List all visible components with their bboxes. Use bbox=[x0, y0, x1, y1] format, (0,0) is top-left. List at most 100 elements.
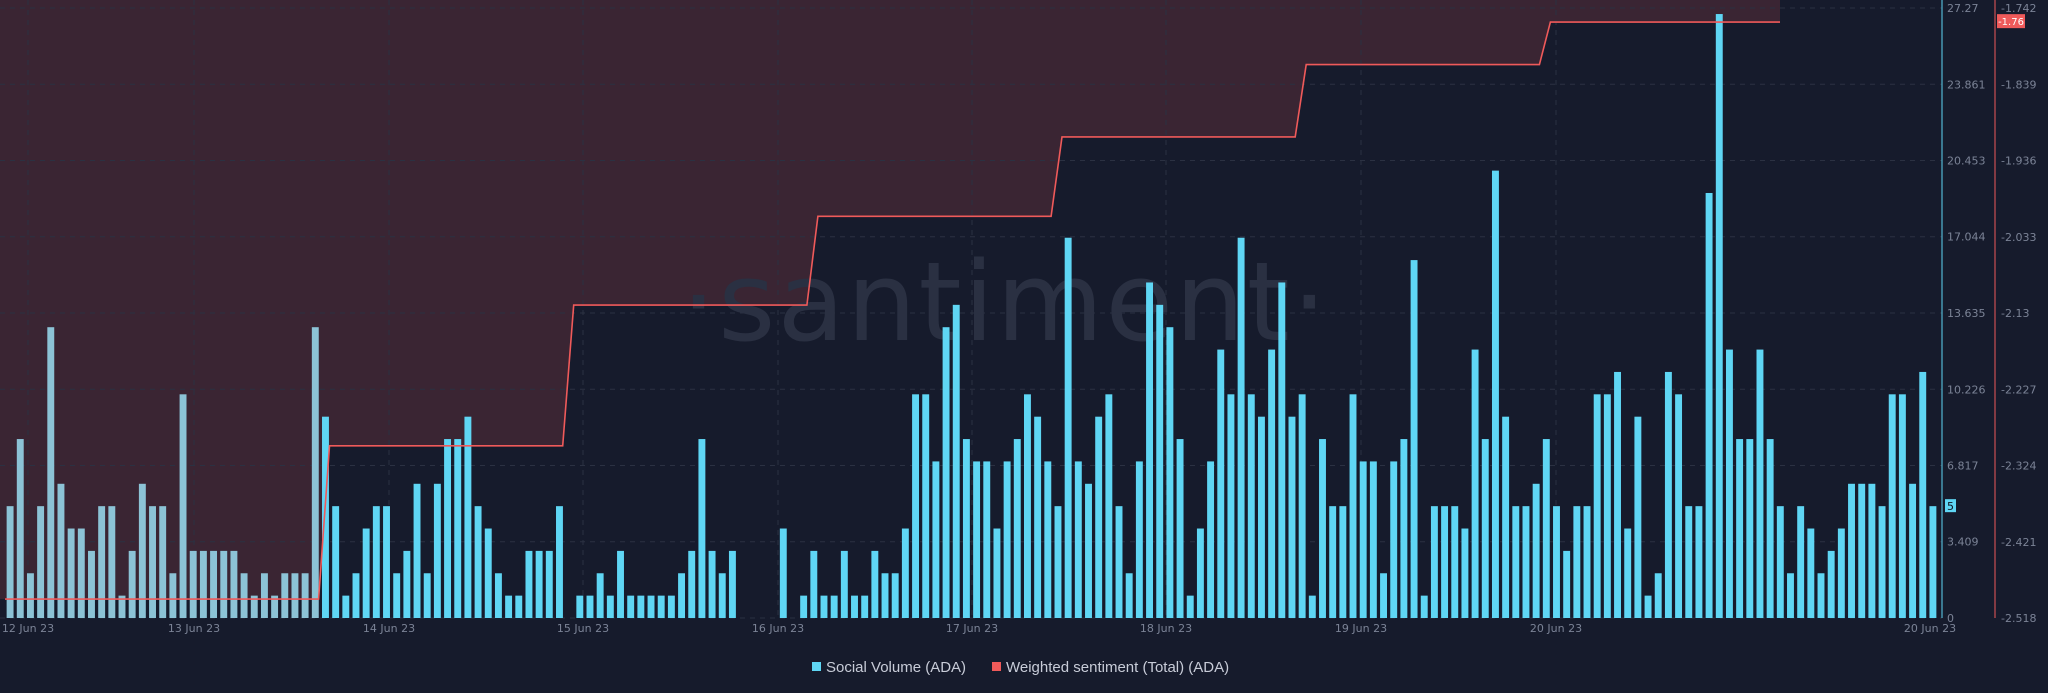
volume-bar[interactable] bbox=[1878, 506, 1886, 618]
volume-bar[interactable] bbox=[728, 550, 736, 618]
volume-bar[interactable] bbox=[1614, 371, 1621, 618]
volume-bar[interactable] bbox=[474, 506, 482, 618]
volume-bar[interactable] bbox=[1146, 282, 1153, 618]
volume-bar[interactable] bbox=[1573, 506, 1581, 618]
volume-bar[interactable] bbox=[271, 595, 279, 618]
volume-bar[interactable] bbox=[525, 550, 533, 618]
volume-bar[interactable] bbox=[393, 573, 401, 618]
volume-bar[interactable] bbox=[128, 550, 136, 618]
volume-bar[interactable] bbox=[1298, 394, 1306, 618]
volume-bar[interactable] bbox=[1725, 349, 1733, 618]
volume-bar[interactable] bbox=[260, 573, 268, 618]
volume-bar[interactable] bbox=[596, 573, 604, 618]
volume-bar[interactable] bbox=[962, 439, 970, 618]
volume-bar[interactable] bbox=[1736, 439, 1744, 618]
volume-bar[interactable] bbox=[1542, 439, 1550, 618]
volume-bar[interactable] bbox=[1176, 439, 1184, 618]
volume-bar[interactable] bbox=[1237, 237, 1245, 619]
volume-bar[interactable] bbox=[657, 595, 665, 618]
volume-bar[interactable] bbox=[606, 595, 614, 618]
volume-bar[interactable] bbox=[1115, 506, 1123, 618]
volume-bar[interactable] bbox=[1278, 282, 1286, 618]
volume-bar[interactable] bbox=[1461, 528, 1469, 618]
volume-bar[interactable] bbox=[1166, 327, 1174, 618]
volume-bar[interactable] bbox=[1827, 550, 1835, 618]
volume-bar[interactable] bbox=[1766, 439, 1774, 618]
volume-bar[interactable] bbox=[1380, 573, 1387, 618]
volume-bar[interactable] bbox=[220, 550, 228, 618]
volume-bar[interactable] bbox=[1583, 506, 1591, 618]
volume-bar[interactable] bbox=[1095, 416, 1103, 618]
volume-bar[interactable] bbox=[291, 573, 299, 618]
volume-bar[interactable] bbox=[637, 595, 645, 618]
volume-bar[interactable] bbox=[1888, 394, 1896, 618]
volume-bar[interactable] bbox=[1410, 260, 1418, 618]
volume-bar[interactable] bbox=[1593, 394, 1601, 618]
volume-bar[interactable] bbox=[1675, 394, 1683, 618]
volume-bar[interactable] bbox=[250, 595, 258, 618]
volume-bar[interactable] bbox=[1044, 461, 1052, 618]
volume-bar[interactable] bbox=[1430, 506, 1438, 618]
volume-bar[interactable] bbox=[494, 573, 502, 618]
volume-bar[interactable] bbox=[1797, 506, 1805, 618]
volume-bar[interactable] bbox=[383, 506, 390, 618]
volume-bar[interactable] bbox=[1217, 349, 1225, 618]
volume-bar[interactable] bbox=[718, 573, 726, 618]
volume-bar[interactable] bbox=[810, 550, 818, 618]
volume-bar[interactable] bbox=[1502, 416, 1510, 618]
volume-bar[interactable] bbox=[667, 595, 675, 618]
volume-bar[interactable] bbox=[1644, 595, 1652, 618]
volume-bar[interactable] bbox=[708, 550, 716, 618]
volume-bar[interactable] bbox=[1756, 349, 1764, 618]
volume-bar[interactable] bbox=[1186, 595, 1194, 618]
volume-bar[interactable] bbox=[444, 439, 452, 618]
volume-bar[interactable] bbox=[210, 550, 218, 618]
volume-bar[interactable] bbox=[1034, 416, 1042, 618]
volume-bar[interactable] bbox=[851, 595, 858, 618]
volume-bar[interactable] bbox=[576, 595, 584, 618]
volume-bar[interactable] bbox=[1603, 394, 1611, 618]
volume-bar[interactable] bbox=[149, 506, 156, 618]
volume-bar[interactable] bbox=[688, 550, 696, 618]
volume-bar[interactable] bbox=[189, 550, 197, 618]
volume-bar[interactable] bbox=[1135, 461, 1143, 618]
volume-bar[interactable] bbox=[1257, 416, 1265, 618]
volume-bar[interactable] bbox=[108, 506, 116, 618]
volume-bar[interactable] bbox=[67, 528, 75, 618]
volume-bar[interactable] bbox=[891, 573, 899, 618]
volume-bar[interactable] bbox=[1664, 371, 1672, 618]
volume-bar[interactable] bbox=[1848, 483, 1855, 618]
volume-bar[interactable] bbox=[423, 573, 431, 618]
volume-bar[interactable] bbox=[1074, 461, 1082, 618]
volume-bar[interactable] bbox=[1156, 304, 1164, 618]
volume-bar[interactable] bbox=[372, 506, 380, 618]
volume-bar[interactable] bbox=[362, 528, 370, 618]
volume-bar[interactable] bbox=[1715, 14, 1723, 619]
volume-bar[interactable] bbox=[199, 550, 207, 618]
volume-bar[interactable] bbox=[1319, 439, 1326, 618]
volume-bar[interactable] bbox=[1563, 550, 1571, 618]
volume-bar[interactable] bbox=[1064, 237, 1072, 619]
volume-bar[interactable] bbox=[556, 506, 563, 618]
volume-bar[interactable] bbox=[281, 573, 289, 618]
volume-bar[interactable] bbox=[912, 394, 920, 618]
volume-bar[interactable] bbox=[993, 528, 1001, 618]
volume-bar[interactable] bbox=[413, 483, 421, 618]
volume-bar[interactable] bbox=[1685, 506, 1693, 618]
volume-bar[interactable] bbox=[1247, 394, 1255, 618]
volume-bar[interactable] bbox=[586, 595, 594, 618]
volume-bar[interactable] bbox=[942, 327, 950, 618]
volume-bar[interactable] bbox=[1227, 394, 1235, 618]
volume-bar[interactable] bbox=[973, 461, 981, 618]
volume-bar[interactable] bbox=[983, 461, 991, 618]
volume-bar[interactable] bbox=[1837, 528, 1845, 618]
volume-bar[interactable] bbox=[1003, 461, 1011, 618]
volume-bar[interactable] bbox=[1654, 573, 1662, 618]
volume-bar[interactable] bbox=[77, 528, 85, 618]
volume-bar[interactable] bbox=[1522, 506, 1530, 618]
volume-bar[interactable] bbox=[57, 483, 65, 618]
volume-bar[interactable] bbox=[1491, 170, 1499, 618]
volume-bar[interactable] bbox=[47, 327, 55, 618]
volume-bar[interactable] bbox=[1054, 506, 1062, 618]
volume-bar[interactable] bbox=[1929, 506, 1937, 618]
